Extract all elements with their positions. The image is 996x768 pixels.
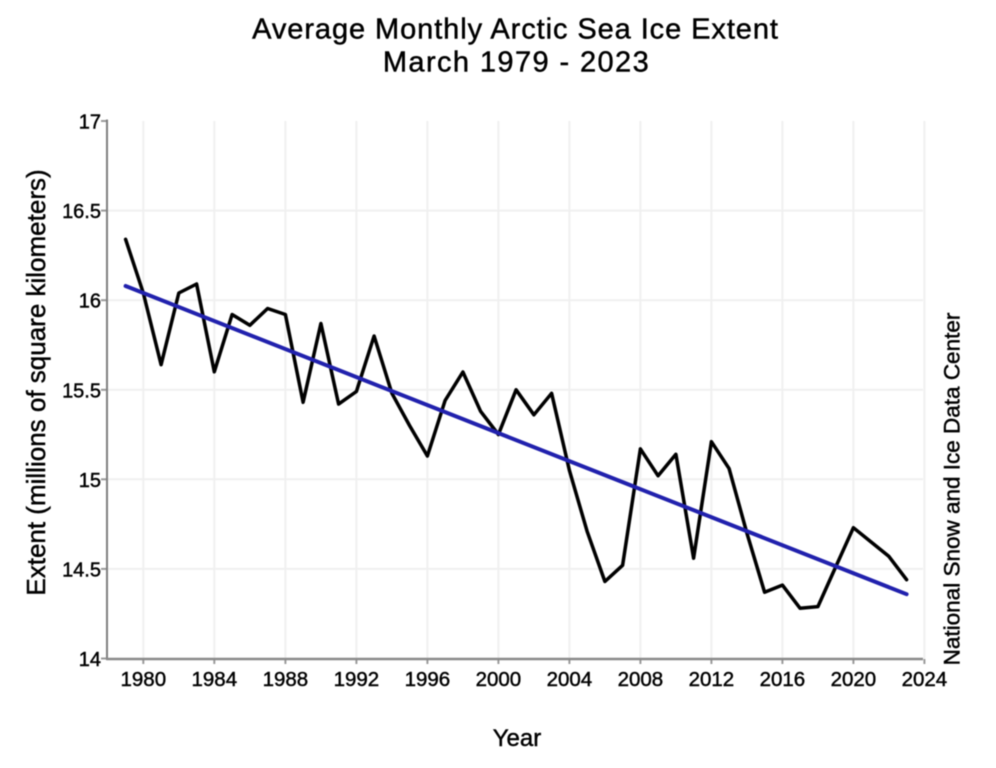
svg-text:14.5: 14.5	[62, 559, 101, 581]
svg-text:2012: 2012	[689, 668, 735, 691]
svg-text:1980: 1980	[120, 668, 166, 691]
svg-text:15: 15	[79, 470, 101, 492]
svg-text:1984: 1984	[191, 668, 237, 691]
svg-text:Average Monthly Arctic Sea Ice: Average Monthly Arctic Sea Ice Extent	[252, 14, 779, 46]
svg-text:1988: 1988	[263, 668, 309, 691]
svg-text:16: 16	[79, 291, 101, 313]
svg-text:1996: 1996	[405, 668, 451, 691]
svg-text:16.5: 16.5	[62, 201, 101, 223]
svg-text:National Snow and Ice Data Cen: National Snow and Ice Data Center	[940, 312, 965, 665]
svg-text:2008: 2008	[618, 668, 664, 691]
svg-text:1992: 1992	[334, 668, 380, 691]
svg-text:2016: 2016	[760, 668, 806, 691]
svg-text:15.5: 15.5	[62, 380, 101, 402]
svg-text:2020: 2020	[831, 668, 877, 691]
svg-text:2024: 2024	[902, 668, 948, 691]
svg-text:2004: 2004	[547, 668, 593, 691]
svg-text:2000: 2000	[476, 668, 522, 691]
svg-text:Extent (millions of square kil: Extent (millions of square kilometers)	[21, 169, 51, 595]
svg-text:Year: Year	[493, 725, 542, 752]
svg-text:17: 17	[79, 112, 101, 134]
svg-text:14: 14	[79, 649, 101, 671]
svg-text:March 1979 - 2023: March 1979 - 2023	[383, 47, 650, 79]
